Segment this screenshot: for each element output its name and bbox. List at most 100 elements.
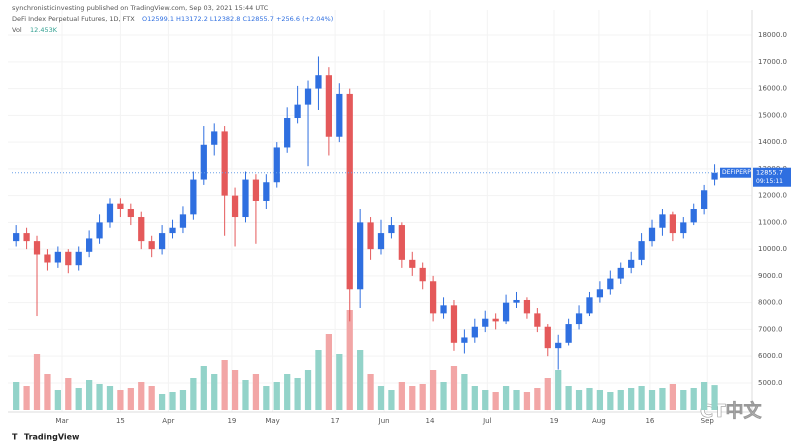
volume-bar: [127, 388, 134, 410]
volume-bar: [429, 370, 437, 410]
y-tick-label: 15000.0: [758, 111, 787, 119]
volume-bar: [106, 386, 114, 410]
candle-body: [680, 222, 687, 234]
candle-body: [711, 172, 718, 180]
volume-bar: [607, 392, 614, 410]
y-tick-label: 6000.0: [758, 352, 783, 360]
candle-body: [231, 195, 239, 218]
candle-body: [555, 342, 562, 349]
candle-body: [513, 299, 520, 303]
y-tick-label: 9000.0: [758, 272, 783, 280]
candle-body: [440, 305, 447, 314]
candle-body: [325, 75, 333, 137]
x-tick-label: 16: [645, 417, 654, 425]
y-tick-label: 12000.0: [758, 192, 787, 200]
candle-body: [273, 147, 280, 183]
volume-bar: [492, 392, 499, 410]
candle-body: [315, 75, 322, 89]
candle-body: [13, 233, 20, 242]
candle-body: [388, 225, 395, 234]
volume-bar: [513, 390, 520, 410]
candle-body: [471, 326, 478, 338]
volume-bar: [138, 382, 145, 410]
volume-bar: [502, 386, 510, 410]
volume-bar: [534, 388, 541, 410]
candle-body: [336, 93, 343, 137]
candle-body: [221, 131, 228, 196]
x-tick-label: Mar: [55, 417, 68, 425]
volume-bar: [586, 388, 593, 410]
y-tick-label: 17000.0: [758, 58, 787, 66]
candle-body: [575, 313, 583, 325]
volume-bar: [211, 374, 218, 410]
volume-bar: [648, 390, 656, 410]
volume-bar: [565, 386, 572, 410]
candle-body: [669, 214, 676, 234]
x-tick-label: Jul: [482, 417, 492, 425]
volume-bar: [680, 390, 687, 410]
volume-bar: [263, 386, 270, 410]
y-tick-label: 7000.0: [758, 325, 783, 333]
candle-body: [127, 209, 134, 218]
candle-body: [648, 227, 656, 242]
volume-bar: [304, 370, 312, 410]
candle-body: [86, 238, 93, 252]
ticker-box: [720, 167, 751, 178]
candle-body: [596, 289, 604, 298]
y-tick-label: 10000.0: [758, 245, 787, 253]
candle-body: [263, 182, 270, 201]
volume-bar: [13, 382, 20, 410]
logo: TradingView: [24, 433, 80, 442]
volume-bar: [523, 392, 531, 410]
symbol-name: DeFi Index Perpetual Futures, 1D, FTX: [12, 15, 135, 23]
volume-bar: [388, 390, 395, 410]
volume-bar: [179, 390, 187, 410]
candle-body: [482, 318, 489, 327]
volume-bar: [44, 374, 51, 410]
candle-body: [690, 209, 697, 223]
volume-bar: [96, 384, 103, 410]
candle-body: [158, 233, 166, 250]
candle-body: [523, 299, 531, 314]
volume-bar: [242, 380, 249, 410]
candle-body: [75, 251, 82, 266]
volume-bar: [461, 374, 468, 410]
volume-bar: [701, 382, 708, 410]
volume-bar: [398, 382, 405, 410]
grid: [8, 10, 752, 412]
volume-bar: [471, 386, 478, 410]
volume-label: Vol: [12, 26, 22, 34]
y-tick-label: 11000.0: [758, 218, 787, 226]
candle-body: [638, 241, 645, 260]
volume-bar: [409, 386, 416, 410]
countdown-label: 09:15:11: [756, 178, 783, 185]
volume-bar: [315, 350, 322, 410]
candle-body: [534, 313, 541, 327]
candle-body: [502, 302, 510, 322]
volume-bar: [690, 388, 697, 410]
candle-body: [565, 324, 572, 343]
candle-body: [586, 297, 593, 314]
volume-bar: [711, 385, 718, 410]
candle-body: [398, 225, 405, 260]
candle-body: [284, 118, 291, 148]
candle-body: [461, 337, 468, 343]
volume-bar: [638, 386, 645, 410]
volume-value: 12.453K: [30, 26, 58, 34]
candle-body: [346, 93, 353, 290]
volume-bar: [596, 390, 604, 410]
y-tick-label: 18000.0: [758, 31, 787, 39]
y-tick-label: 8000.0: [758, 299, 783, 307]
volume-bar: [252, 374, 260, 410]
volume-bar: [419, 384, 426, 410]
x-tick-label: Sep: [701, 417, 715, 425]
volume-bar: [482, 390, 489, 410]
candle-body: [190, 179, 197, 215]
candle-body: [65, 251, 72, 266]
volume-bar: [231, 370, 239, 410]
volume-bar: [325, 334, 333, 410]
candle-body: [419, 267, 426, 282]
y-tick-label: 16000.0: [758, 85, 787, 93]
volume-bar: [117, 390, 124, 410]
